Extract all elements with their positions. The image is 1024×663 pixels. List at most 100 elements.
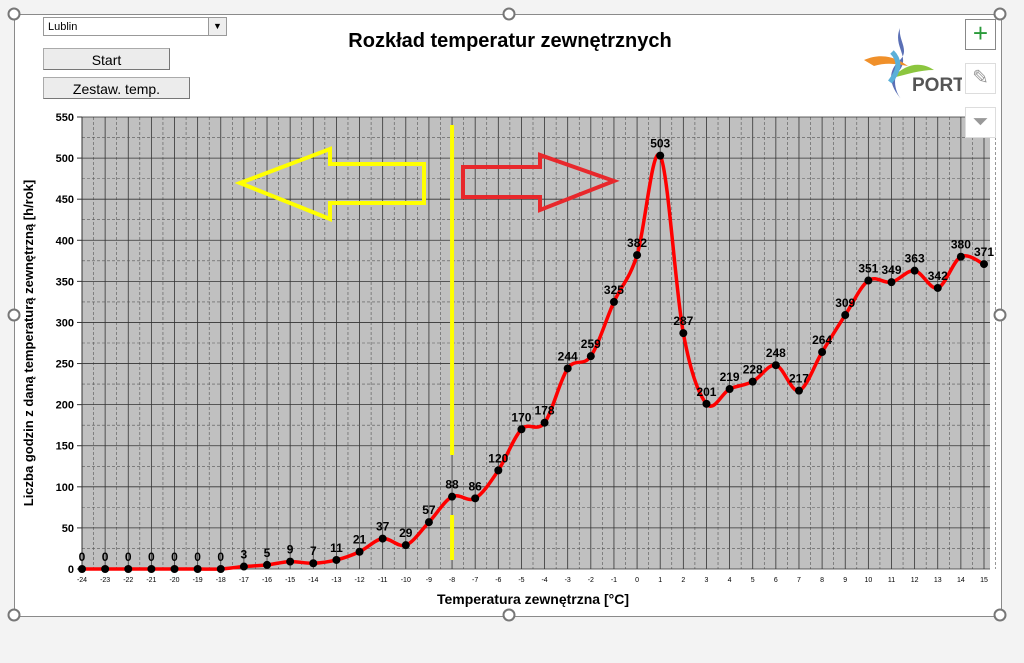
x-tick-label: 8 (820, 577, 824, 584)
resize-handle[interactable] (993, 308, 1007, 322)
resize-handle[interactable] (502, 608, 516, 622)
x-tick-label: -16 (262, 577, 272, 584)
chart-styles-brush-icon[interactable]: ✎ (965, 63, 996, 94)
data-point (563, 364, 572, 373)
x-tick-label: 9 (843, 577, 847, 584)
y-tick-label: 350 (56, 276, 74, 288)
data-point (887, 278, 896, 287)
x-tick-label: 12 (911, 577, 919, 584)
data-label: 21 (353, 533, 367, 547)
data-label: 3 (241, 548, 248, 562)
x-tick-label: -19 (193, 577, 203, 584)
data-label: 382 (627, 236, 647, 250)
data-label: 264 (812, 333, 832, 347)
y-tick-label: 0 (68, 564, 74, 576)
data-label: 228 (743, 363, 763, 377)
x-tick-label: -14 (308, 577, 318, 584)
zestaw-temp-button[interactable]: Zestaw. temp. (43, 77, 190, 99)
x-tick-label: -9 (426, 577, 432, 584)
resize-handle[interactable] (7, 308, 21, 322)
data-label: 88 (445, 478, 459, 492)
data-point (286, 557, 295, 566)
x-axis-title: Temperatura zewnętrzna [°C] (437, 591, 629, 607)
x-tick-label: -20 (169, 577, 179, 584)
data-label: 57 (422, 503, 436, 517)
city-select[interactable]: Lublin ▼ (43, 17, 227, 36)
data-label: 219 (720, 370, 740, 384)
data-label: 37 (376, 520, 390, 534)
x-tick-label: -22 (123, 577, 133, 584)
data-label: 0 (102, 550, 109, 564)
city-value: Lublin (48, 21, 78, 33)
x-tick-label: -11 (378, 577, 388, 584)
y-tick-label: 100 (56, 482, 74, 494)
data-point (124, 565, 133, 573)
data-point (980, 260, 988, 269)
data-label: 120 (488, 451, 508, 465)
y-tick-label: 550 (56, 112, 74, 124)
start-button[interactable]: Start (43, 48, 170, 70)
x-tick-label: -5 (518, 577, 524, 584)
data-point (679, 329, 688, 338)
data-label: 380 (951, 238, 971, 252)
data-label: 29 (399, 526, 413, 540)
chart-elements-plus-icon[interactable]: + (965, 19, 996, 50)
data-point (332, 555, 341, 564)
chevron-down-icon[interactable]: ▼ (208, 18, 226, 35)
data-label: 0 (217, 550, 224, 564)
resize-handle[interactable] (993, 608, 1007, 622)
data-label: 170 (511, 410, 531, 424)
x-tick-label: 7 (797, 577, 801, 584)
x-tick-label: -6 (495, 577, 501, 584)
data-point (494, 466, 503, 475)
data-point (193, 565, 202, 573)
x-tick-label: 15 (980, 577, 988, 584)
data-label: 0 (148, 550, 155, 564)
data-label: 0 (79, 550, 86, 564)
data-label: 0 (171, 550, 178, 564)
resize-handle[interactable] (502, 7, 516, 21)
data-label: 0 (125, 550, 132, 564)
data-label: 86 (468, 479, 482, 493)
data-point (864, 276, 873, 285)
resize-handle[interactable] (7, 608, 21, 622)
x-tick-label: -13 (331, 577, 341, 584)
data-point (78, 565, 86, 573)
y-tick-label: 200 (56, 400, 74, 412)
data-point (818, 348, 827, 357)
logo-text: PORT (912, 75, 962, 96)
data-label: 0 (194, 550, 201, 564)
data-point (794, 386, 803, 395)
data-point (471, 494, 480, 503)
data-point (401, 541, 410, 550)
data-point (239, 562, 248, 571)
data-label: 217 (789, 372, 809, 386)
data-label: 178 (535, 404, 555, 418)
x-tick-label: -17 (239, 577, 249, 584)
data-point (841, 311, 850, 320)
resize-handle[interactable] (7, 7, 21, 21)
data-point (147, 565, 156, 573)
data-label: 371 (974, 245, 994, 259)
resize-handle[interactable] (993, 7, 1007, 21)
data-label: 201 (696, 385, 716, 399)
x-tick-label: 6 (774, 577, 778, 584)
y-tick-label: 500 (56, 153, 74, 165)
x-tick-label: 2 (681, 577, 685, 584)
y-tick-label: 50 (62, 523, 74, 535)
data-label: 287 (673, 314, 693, 328)
x-tick-label: 10 (864, 577, 872, 584)
data-label: 342 (928, 269, 948, 283)
chart-filter-icon[interactable]: ⏷ (965, 107, 996, 138)
left-arrow-icon (234, 146, 426, 222)
x-tick-label: -18 (216, 577, 226, 584)
data-point (517, 425, 526, 434)
data-point (378, 534, 387, 543)
data-label: 11 (330, 541, 343, 555)
data-point (448, 492, 457, 501)
data-label: 363 (905, 252, 925, 266)
x-tick-label: -7 (472, 577, 478, 584)
y-tick-label: 300 (56, 317, 74, 329)
x-tick-label: 1 (658, 577, 662, 584)
x-tick-label: -3 (565, 577, 571, 584)
